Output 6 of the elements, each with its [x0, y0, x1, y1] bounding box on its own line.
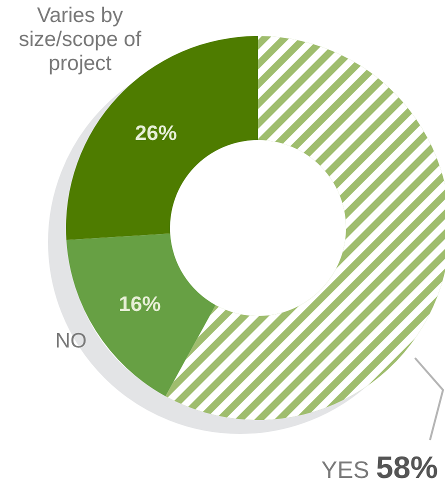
slice-label: NO [55, 330, 87, 353]
data-label: 58% [376, 450, 438, 485]
data-label: 16% [118, 293, 162, 316]
data-label: 26% [134, 122, 178, 146]
slice-label: YES [321, 457, 376, 484]
slice-label: Varies by size/scope of project [18, 4, 142, 75]
